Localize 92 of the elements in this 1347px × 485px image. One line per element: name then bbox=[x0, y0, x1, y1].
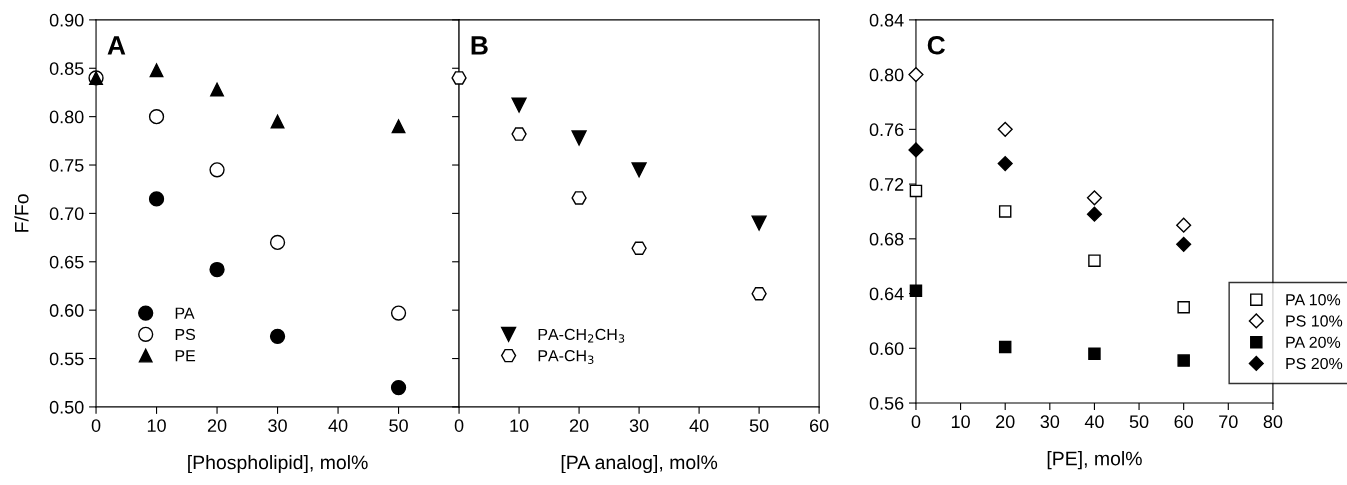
point bbox=[571, 130, 587, 146]
y-tick-label: 0.50 bbox=[49, 400, 84, 414]
point bbox=[997, 121, 1013, 137]
legend-label: PS bbox=[175, 328, 196, 341]
point bbox=[270, 114, 285, 129]
y-tick-label: 0.72 bbox=[869, 178, 904, 191]
point bbox=[997, 155, 1013, 172]
point bbox=[909, 284, 923, 298]
x-tick-label: 10 bbox=[510, 419, 529, 432]
x-tick-label: 80 bbox=[1263, 415, 1283, 429]
y-tick-label: 0.75 bbox=[49, 158, 84, 172]
legend-label: PA bbox=[175, 307, 195, 319]
x-tick-label: 20 bbox=[996, 415, 1015, 429]
y-tick-label: 0.64 bbox=[869, 287, 904, 301]
legend-label: PA 10% bbox=[1286, 294, 1341, 306]
x-tick-label: 50 bbox=[389, 419, 408, 432]
y-tick-label: 0.76 bbox=[869, 123, 904, 137]
x-tick-label: 30 bbox=[268, 419, 287, 432]
legend-label: PE bbox=[175, 350, 196, 362]
point bbox=[908, 67, 924, 83]
x-tick-label: 40 bbox=[328, 419, 348, 432]
x-axis-title: [Phospholipid], mol% bbox=[188, 455, 368, 474]
y-tick-label: 0.84 bbox=[869, 13, 904, 27]
point bbox=[631, 241, 647, 255]
x-tick-label: 20 bbox=[569, 419, 589, 432]
x-tick-label: 10 bbox=[951, 415, 970, 429]
y-tick-label: 0.70 bbox=[49, 207, 84, 221]
x-tick-label: 30 bbox=[629, 419, 649, 432]
x-tick-label: 60 bbox=[809, 419, 829, 432]
y-tick-label: 0.85 bbox=[49, 62, 84, 75]
point bbox=[511, 127, 527, 141]
point bbox=[148, 191, 165, 207]
x-tick-label: 0 bbox=[911, 415, 921, 429]
annotation: C bbox=[927, 35, 945, 55]
x-tick-label: 30 bbox=[1040, 415, 1060, 429]
y-tick-label: 0.65 bbox=[49, 255, 84, 269]
x-tick-label: 20 bbox=[207, 419, 227, 432]
point bbox=[149, 63, 164, 78]
point bbox=[998, 340, 1012, 354]
point bbox=[909, 184, 923, 198]
x-tick-label: 50 bbox=[749, 419, 769, 432]
x-tick-label: 0 bbox=[91, 419, 101, 432]
y-tick-label: 0.60 bbox=[869, 342, 904, 356]
point bbox=[390, 379, 407, 396]
point bbox=[1176, 236, 1192, 252]
x-tick-label: 60 bbox=[1174, 415, 1194, 429]
point bbox=[631, 162, 647, 178]
point bbox=[1086, 190, 1103, 206]
point bbox=[269, 234, 286, 251]
x-tick-label: 10 bbox=[147, 419, 166, 432]
y-tick-label: 0.90 bbox=[49, 13, 84, 27]
point bbox=[391, 119, 406, 134]
point bbox=[1088, 347, 1101, 361]
point bbox=[751, 286, 767, 301]
point bbox=[1086, 206, 1103, 222]
point bbox=[451, 71, 467, 85]
annotation: B bbox=[471, 36, 488, 55]
point bbox=[1177, 300, 1190, 314]
x-tick-label: 70 bbox=[1219, 415, 1238, 429]
point bbox=[511, 97, 527, 113]
y-tick-label: 0.80 bbox=[869, 68, 904, 82]
legend-label: PA 20% bbox=[1286, 336, 1341, 348]
y-tick-label: 0.55 bbox=[49, 352, 84, 366]
point bbox=[571, 191, 587, 205]
y-tick-label: 0.56 bbox=[869, 396, 904, 410]
point bbox=[751, 215, 767, 231]
point bbox=[1177, 354, 1190, 367]
x-axis-title: [PA analog], mol% bbox=[561, 455, 718, 474]
point bbox=[210, 82, 224, 97]
point bbox=[269, 328, 286, 344]
legend-label: PA-CH$_{2}$CH$_{3}$ bbox=[538, 328, 625, 343]
point bbox=[209, 162, 225, 178]
x-axis-title: [PE], mol% bbox=[1047, 451, 1142, 470]
point bbox=[908, 142, 924, 158]
x-tick-label: 40 bbox=[1084, 415, 1104, 429]
annotation: A bbox=[107, 36, 126, 55]
point bbox=[1088, 254, 1101, 267]
x-tick-label: 50 bbox=[1129, 415, 1149, 429]
x-tick-label: 0 bbox=[454, 419, 464, 432]
point bbox=[1176, 217, 1192, 233]
point bbox=[209, 261, 225, 278]
point bbox=[148, 109, 165, 125]
legend-label: PA-CH$_{3}$ bbox=[538, 350, 594, 364]
y-tick-label: 0.60 bbox=[49, 304, 84, 317]
x-tick-label: 40 bbox=[689, 419, 709, 432]
point bbox=[998, 205, 1012, 218]
y-tick-label: 0.80 bbox=[49, 110, 84, 124]
legend-label: PS 10% bbox=[1286, 315, 1343, 327]
point bbox=[390, 305, 407, 321]
legend-label: PS 20% bbox=[1286, 357, 1343, 370]
y-tick-label: 0.68 bbox=[869, 232, 904, 246]
y-axis-title: F/Fo bbox=[14, 194, 29, 232]
